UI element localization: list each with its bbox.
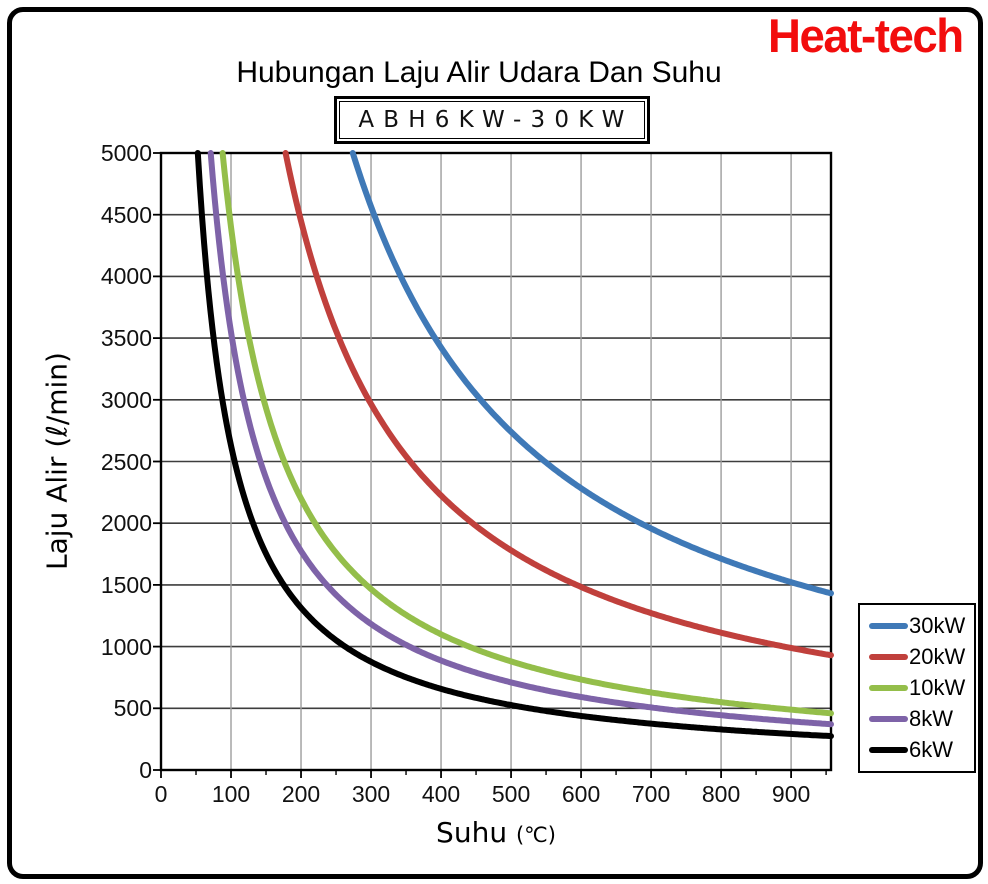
legend-label: 6kW xyxy=(909,737,953,762)
curve-20kW xyxy=(282,150,834,659)
plot-border xyxy=(159,151,833,772)
legend-swatch-10kW xyxy=(869,685,908,691)
legend-label: 30kW xyxy=(909,613,966,638)
y-tick-label: 5000 xyxy=(100,140,152,166)
curve-30kW xyxy=(349,150,834,597)
legend-swatch-30kW xyxy=(869,623,908,629)
y-tick-label: 0 xyxy=(139,757,152,783)
legend-row: 6kW xyxy=(869,737,974,763)
x-tick-label: 300 xyxy=(351,781,391,807)
heat-tech-logo: Heat-tech xyxy=(768,9,964,62)
curve-8kW xyxy=(207,150,834,728)
x-tick-label: 500 xyxy=(491,781,531,807)
model-range-box: ABH6KW-30KW xyxy=(334,96,650,144)
x-tick-label: 400 xyxy=(421,781,461,807)
x-tick-label: 0 xyxy=(154,781,168,807)
y-tick-label: 1500 xyxy=(100,571,152,598)
y-tick-label: 2500 xyxy=(100,448,152,475)
legend-swatch-6kW xyxy=(869,747,908,753)
y-tick-label: 4500 xyxy=(100,201,152,228)
y-tick-label: 3000 xyxy=(100,386,152,413)
curve-10kW xyxy=(219,150,834,717)
curve-6kW xyxy=(194,150,834,740)
x-tick-label: 600 xyxy=(561,781,601,807)
x-tick-label: 900 xyxy=(771,781,811,807)
y-tick-label: 3500 xyxy=(100,325,152,352)
y-axis-title: Laju Alir (ℓ/min) xyxy=(40,352,74,570)
legend-row: 20kW xyxy=(869,644,974,670)
x-tick-label: 700 xyxy=(631,781,671,807)
legend-swatch-20kW xyxy=(869,654,908,660)
legend-row: 30kW xyxy=(869,613,974,639)
x-tick-label: 100 xyxy=(211,781,251,807)
x-tick-label: 200 xyxy=(281,781,321,807)
legend-label: 10kW xyxy=(909,675,966,700)
legend: 30kW 20kW 10kW 8kW 6kW xyxy=(858,603,976,773)
model-range-box-wrap: ABH6KW-30KW xyxy=(0,96,984,144)
x-axis-unit: (℃) xyxy=(515,823,556,847)
legend-label: 20kW xyxy=(909,644,966,669)
y-tick-label: 500 xyxy=(113,695,152,722)
y-tick-label: 1000 xyxy=(100,633,152,660)
y-tick-label: 4000 xyxy=(100,263,152,290)
legend-row: 8kW xyxy=(869,706,974,732)
legend-label: 8kW xyxy=(909,706,953,731)
x-axis-title: Suhu (℃) xyxy=(161,816,831,849)
legend-swatch-8kW xyxy=(869,716,908,722)
y-tick-label: 2000 xyxy=(100,510,152,537)
chart-title: Hubungan Laju Alir Udara Dan Suhu xyxy=(236,56,722,89)
x-axis-title-text: Suhu xyxy=(436,816,508,849)
legend-row: 10kW xyxy=(869,675,974,701)
x-tick-label: 800 xyxy=(701,781,741,807)
